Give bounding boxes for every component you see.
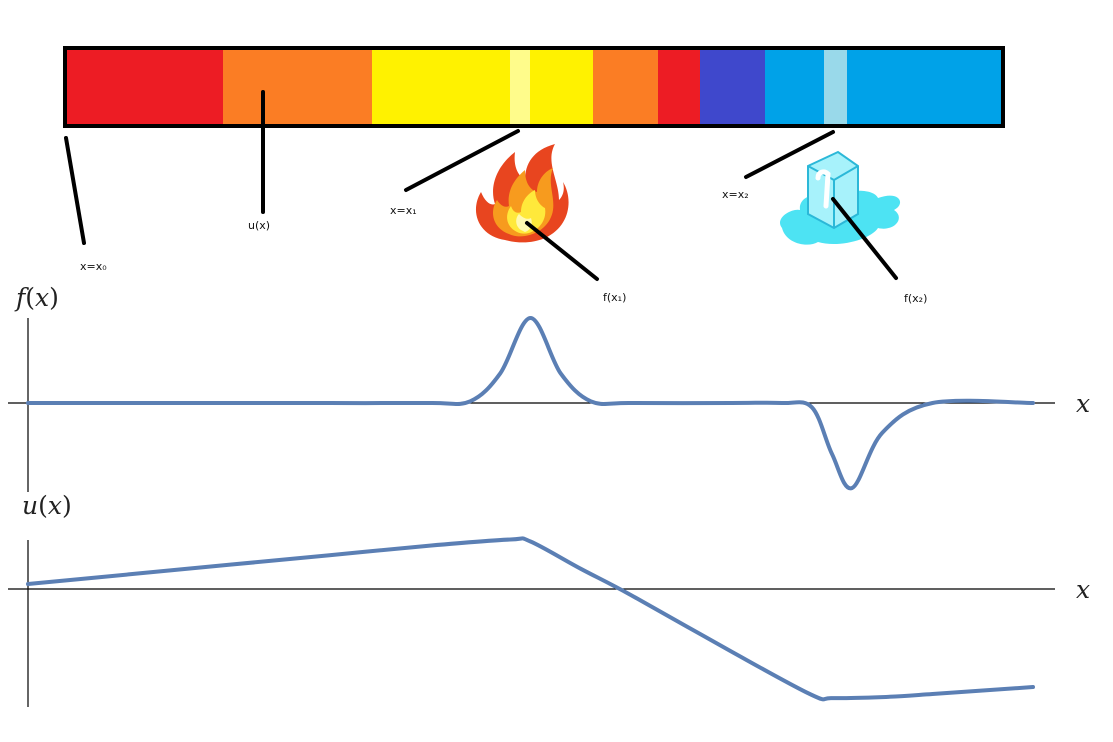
label-fx2: f(x₂) [904, 292, 927, 305]
label-ux: u(x) [248, 219, 270, 232]
label-fx1: f(x₁) [603, 291, 626, 304]
pointer-fx2 [831, 197, 898, 280]
rod-segment [223, 48, 372, 126]
rod-segment [65, 48, 223, 126]
fire-icon [475, 144, 569, 243]
label-x0: x=x₀ [80, 260, 107, 273]
f-plot-ylabel-arg: x [35, 283, 49, 312]
pointer-x0 [64, 136, 86, 245]
f-plot-ylabel-close: ) [49, 283, 59, 312]
rod-segment [530, 48, 593, 126]
u-plot-series [26, 536, 1035, 702]
rod-segment [372, 48, 510, 126]
rod-segment [847, 48, 1003, 126]
rod-segment [765, 48, 824, 126]
rod-segment [824, 48, 847, 126]
u-plot-ylabel-close: ) [62, 491, 72, 520]
u-plot-ylabel: u(x) [22, 491, 72, 520]
u-plot-ylabel-arg: x [48, 491, 62, 520]
label-x1: x=x₁ [390, 204, 417, 217]
f-plot-ylabel-fn: f [14, 283, 29, 312]
pointer-x1 [404, 129, 520, 192]
rod-segment [658, 48, 700, 126]
f-plot-xlabel: x [1076, 389, 1090, 418]
u-plot-ylabel-fn: u [22, 491, 38, 520]
pointer-x2 [744, 130, 835, 179]
ice-cube-icon [779, 150, 901, 245]
rod-segment [510, 48, 530, 126]
u-plot-xlabel: x [1076, 575, 1090, 604]
f-plot-ylabel: f(x) [14, 283, 59, 312]
u-plot-ylabel-open: ( [38, 491, 48, 520]
rod-border [63, 46, 1005, 128]
heated-rod [65, 48, 1003, 126]
label-x2: x=x₂ [722, 188, 749, 201]
f-plot: f(x) x [8, 283, 1090, 492]
rod-segment [700, 48, 765, 126]
pointer-fx1 [525, 221, 599, 281]
f-plot-series [26, 316, 1035, 491]
rod-segment [593, 48, 658, 126]
f-plot-ylabel-open: ( [25, 283, 35, 312]
u-plot: u(x) x [8, 491, 1090, 707]
